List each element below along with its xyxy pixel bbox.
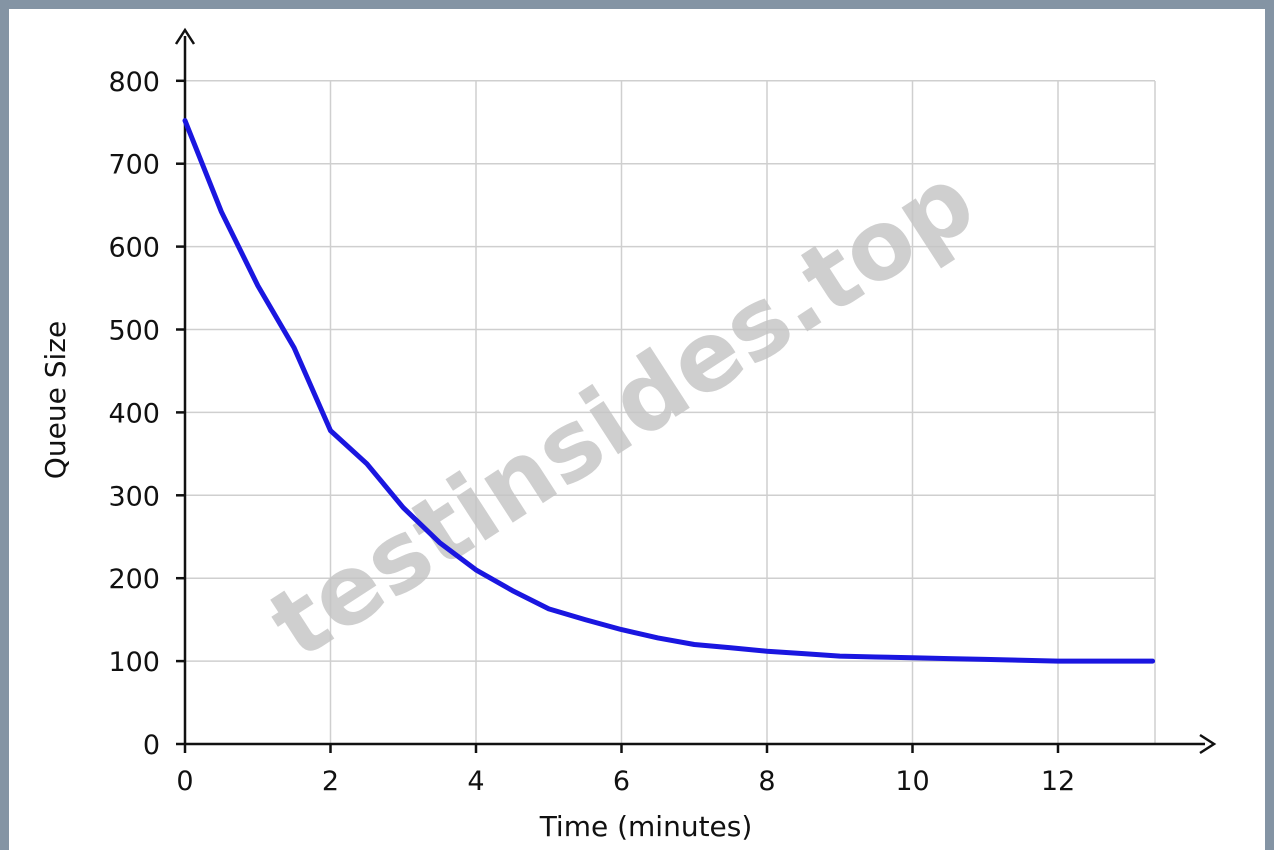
axis-titles: Time (minutes) Queue Size: [39, 321, 752, 843]
y-tick-label: 800: [108, 67, 160, 98]
y-tick-label: 400: [108, 398, 160, 429]
y-tick-label: 600: [108, 233, 160, 264]
x-tick-label: 10: [895, 766, 929, 797]
y-tick-label: 200: [108, 564, 160, 595]
x-tick-label: 4: [467, 766, 484, 797]
x-tick-label: 8: [758, 766, 775, 797]
x-axis-title: Time (minutes): [539, 810, 753, 843]
series-group: [182, 118, 1156, 664]
y-tick-label: 0: [143, 730, 160, 761]
axes: [174, 27, 1217, 755]
x-tick-label: 6: [613, 766, 630, 797]
y-tick-label: 700: [108, 150, 160, 181]
y-axis-title: Queue Size: [39, 321, 72, 479]
tick-labels: 0 100 200 300 400 500 600 700 800 0 2 4 6 8 10 12: [108, 67, 1075, 797]
y-tick-label: 300: [108, 481, 160, 512]
x-axis-arrow-icon: [1199, 733, 1217, 755]
x-tick-label: 0: [176, 766, 193, 797]
x-tick-label: 2: [322, 766, 339, 797]
y-tick-label: 500: [108, 316, 160, 347]
grid-lines: [185, 80, 1156, 744]
x-tick-label: 12: [1041, 766, 1075, 797]
y-axis-arrow-icon: [174, 27, 196, 45]
series-line: [182, 118, 1156, 664]
y-tick-label: 100: [108, 647, 160, 678]
